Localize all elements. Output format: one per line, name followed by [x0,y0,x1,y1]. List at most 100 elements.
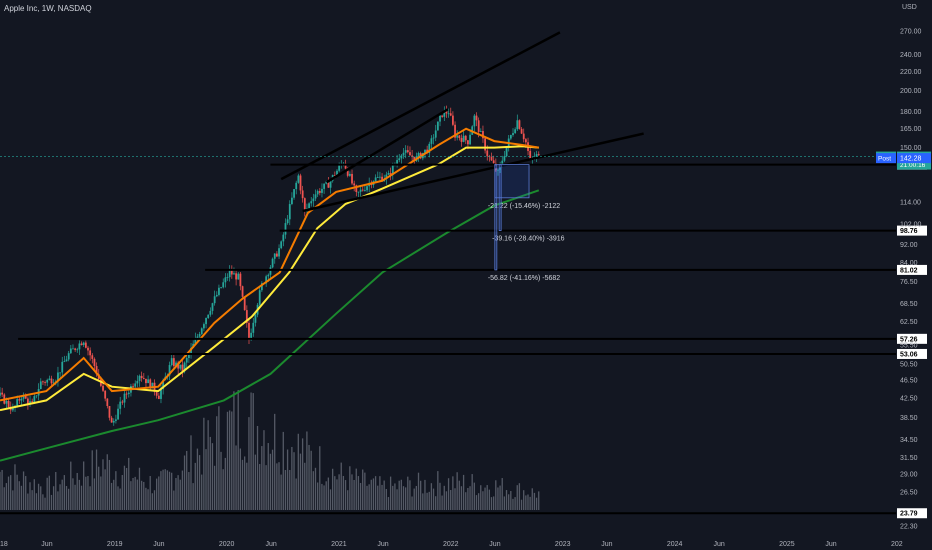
candle-body [203,324,205,329]
volume-bar [104,469,106,510]
volume-bar [246,462,248,510]
volume-bar [20,485,23,510]
volume-bar [224,457,226,510]
candle-body [147,379,150,384]
candle-body [142,378,145,379]
candle-body [497,169,499,171]
y-tick-label: 270.00 [900,28,922,35]
candle-body [78,343,81,350]
candle-body [329,180,332,188]
volume-bar [398,480,400,510]
volume-bar [518,483,521,510]
candle-body [196,336,199,339]
candle-body [406,150,409,153]
ema-fast-line [0,127,539,402]
volume-bar [63,475,65,510]
x-tick-label: Jun [153,541,164,548]
volume-bar [336,479,338,510]
measure-label: -21.22 (-15.46%) -2122 [488,203,560,210]
volume-bar [381,484,383,510]
volume-bar [50,494,53,510]
candle-body [123,393,126,403]
x-tick-label: Jun [41,541,52,548]
candle-body [447,113,450,115]
volume-bar [342,475,345,510]
volume-bar [344,480,347,510]
volume-bar [327,477,330,510]
candle-body [260,283,263,291]
level-tag [897,225,927,236]
volume-bar [42,494,44,510]
volume-bar [158,476,160,510]
volume-bar [452,476,454,510]
volume-bar [497,487,499,510]
volume-bar [228,410,231,510]
candle-body [469,134,471,145]
volume-bar [119,488,121,510]
volume-bar [332,468,334,510]
volume-bar [293,452,295,510]
candle-body [24,395,27,399]
candle-body [312,198,315,202]
candle-body [136,380,139,384]
volume-bar [181,470,184,510]
ema-slow-line [0,189,540,462]
volume-bar [128,457,130,510]
volume-bar [443,485,445,510]
candle-body [183,362,186,372]
candle-body [102,385,104,391]
volume-bar [527,494,529,510]
volume-bar [55,472,57,510]
candle-body [398,158,401,161]
candle-body [140,375,143,379]
candle-body [484,138,487,151]
volume-bar [61,479,63,510]
volume-bar [484,487,486,510]
candle-body [145,378,147,384]
candle-body [69,348,72,354]
volume-bar [488,489,490,510]
candle-body [218,287,220,295]
volume-bar [125,467,128,510]
candle-body [396,160,398,164]
volume-bar [510,491,512,510]
volume-bar [499,485,501,510]
candle-body [84,342,87,348]
volume-bar [394,483,396,510]
candle-body [82,342,85,346]
level-tag-label: 53.06 [900,351,918,358]
candle-body [424,149,426,153]
price-tag-countdown: 21:00:16 [900,162,926,169]
candle-body [115,419,117,421]
candle-body [271,258,274,268]
candle-body [74,348,77,350]
x-tick-label: Jun [265,541,276,548]
candle-body [535,154,538,158]
volume-bar [323,485,325,510]
candle-body [273,253,276,259]
volume-bar [422,493,424,510]
volume-bar [424,479,426,510]
candle-body [288,204,291,220]
volume-bar [289,469,291,510]
volume-bar [147,489,149,510]
candle-body [462,135,465,142]
volume-bar [76,472,78,510]
y-tick-label: 62.50 [900,319,918,326]
level-tag-label: 81.02 [900,267,918,274]
candle-body [351,173,353,184]
candle-body [353,183,356,186]
volume-bar [35,493,38,510]
volume-bar [278,462,280,510]
volume-bar [3,487,5,510]
candle-body [52,382,55,384]
volume-bar [27,493,29,510]
trendline [280,31,561,181]
volume-bar [284,470,287,510]
candle-body [336,170,338,176]
volume-bar [538,491,540,510]
candle-body [224,277,227,283]
candle-body [359,189,362,192]
volume-bar [218,406,220,510]
